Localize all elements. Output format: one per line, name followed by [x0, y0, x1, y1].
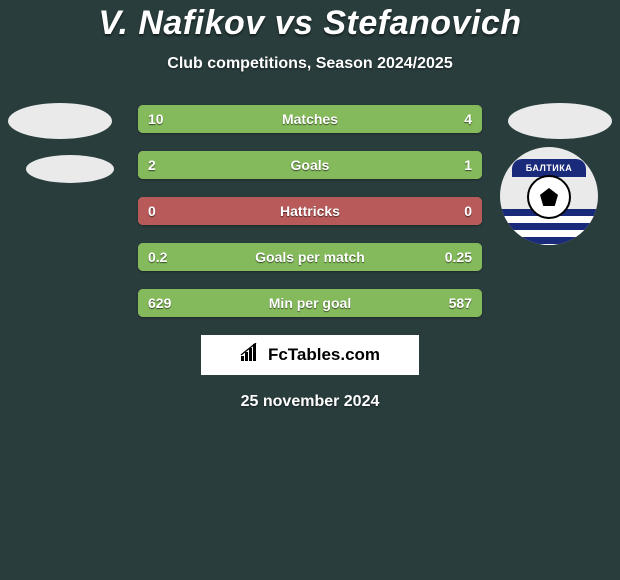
page-subtitle: Club competitions, Season 2024/2025 — [0, 55, 620, 73]
stat-row: 10Matches4 — [138, 105, 482, 133]
player-left-badge-placeholder — [8, 103, 112, 139]
stat-value-right: 4 — [464, 105, 472, 133]
stat-row: 0.2Goals per match0.25 — [138, 243, 482, 271]
stat-row: 2Goals1 — [138, 151, 482, 179]
stat-label: Min per goal — [138, 289, 482, 317]
footer: FcTables.com 25 november 2024 — [0, 335, 620, 411]
page-title: V. Nafikov vs Stefanovich — [0, 4, 620, 43]
soccer-ball-icon — [527, 175, 571, 219]
header: V. Nafikov vs Stefanovich Club competiti… — [0, 0, 620, 73]
stat-value-right: 1 — [464, 151, 472, 179]
brand-box[interactable]: FcTables.com — [201, 335, 419, 375]
stat-value-right: 0 — [464, 197, 472, 225]
stat-label: Matches — [138, 105, 482, 133]
stat-label: Goals per match — [138, 243, 482, 271]
generated-date: 25 november 2024 — [241, 393, 380, 411]
stat-label: Hattricks — [138, 197, 482, 225]
comparison-panel: БАЛТИКА 10Matches42Goals10Hattricks00.2G… — [0, 105, 620, 411]
bar-chart-icon — [240, 343, 262, 368]
club-logo: БАЛТИКА — [500, 147, 598, 245]
stat-row: 0Hattricks0 — [138, 197, 482, 225]
player-right-badge-placeholder — [508, 103, 612, 139]
stat-value-right: 0.25 — [445, 243, 472, 271]
stat-label: Goals — [138, 151, 482, 179]
player-left-badge-placeholder-small — [26, 155, 114, 183]
brand-label: FcTables.com — [268, 345, 380, 365]
stat-bars: 10Matches42Goals10Hattricks00.2Goals per… — [138, 105, 482, 317]
stat-row: 629Min per goal587 — [138, 289, 482, 317]
stat-value-right: 587 — [449, 289, 472, 317]
